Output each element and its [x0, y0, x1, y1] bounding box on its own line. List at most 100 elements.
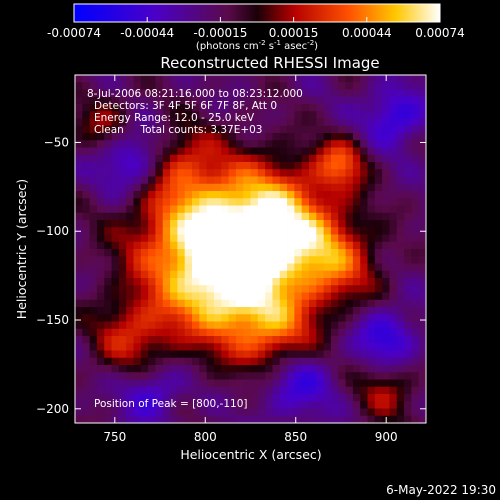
heatmap-cell — [89, 220, 98, 228]
heatmap-cell — [360, 140, 368, 148]
heatmap-cell — [192, 379, 200, 388]
heatmap-cell — [177, 285, 186, 293]
heatmap-cell — [221, 299, 229, 308]
heatmap-cell — [316, 176, 325, 185]
heatmap-cell — [250, 343, 259, 351]
heatmap-cell — [89, 372, 98, 380]
heatmap-cell — [213, 285, 222, 293]
heatmap-cell — [155, 256, 164, 264]
heatmap-cell — [396, 220, 405, 228]
heatmap-cell — [389, 89, 398, 98]
heatmap-cell — [184, 125, 193, 134]
heatmap-cell — [250, 336, 259, 344]
heatmap-cell — [330, 212, 339, 221]
heatmap-cell — [118, 96, 127, 105]
heatmap-cell — [133, 118, 142, 127]
heatmap-cell — [221, 118, 229, 127]
heatmap-cell — [235, 394, 244, 402]
footer-timestamp: 6-May-2022 19:30 — [386, 483, 496, 497]
heatmap-cell — [162, 118, 171, 127]
heatmap-cell — [177, 321, 186, 330]
heatmap-cell — [265, 256, 273, 264]
heatmap-cell — [309, 278, 317, 286]
heatmap-cell — [162, 89, 171, 98]
heatmap-cell — [75, 191, 83, 199]
heatmap-cell — [330, 256, 339, 264]
heatmap-cell — [411, 89, 420, 98]
heatmap-cell — [316, 328, 325, 337]
heatmap-cell — [162, 299, 171, 308]
heatmap-cell — [257, 118, 266, 127]
heatmap-cell — [148, 307, 156, 315]
heatmap-cell — [126, 140, 134, 148]
heatmap-cell — [323, 270, 332, 279]
heatmap-cell — [396, 350, 405, 359]
heatmap-cell — [235, 118, 244, 127]
heatmap-cell — [221, 212, 229, 221]
heatmap-cell — [235, 183, 244, 192]
heatmap-cell — [133, 212, 142, 221]
heatmap-cell — [345, 299, 354, 308]
heatmap-cell — [257, 357, 266, 366]
heatmap-cell — [301, 249, 310, 257]
heatmap-cell — [287, 169, 295, 177]
heatmap-cell — [192, 241, 200, 250]
heatmap-cell — [345, 82, 354, 90]
heatmap-cell — [228, 270, 237, 279]
heatmap-cell — [235, 365, 244, 373]
heatmap-cell — [133, 205, 142, 214]
heatmap-cell — [89, 183, 98, 192]
heatmap-cell — [279, 357, 288, 366]
heatmap-cell — [228, 263, 237, 272]
heatmap-cell — [221, 372, 229, 380]
heatmap-cell — [82, 241, 91, 250]
heatmap-cell — [338, 147, 346, 156]
heatmap-cell — [228, 299, 237, 308]
heatmap-cell — [199, 154, 208, 163]
heatmap-cell — [133, 176, 142, 185]
heatmap-cell — [301, 350, 310, 359]
heatmap-cell — [199, 350, 208, 359]
heatmap-cell — [250, 285, 259, 293]
heatmap-cell — [75, 372, 83, 380]
heatmap-cell — [75, 220, 83, 228]
heatmap-cell — [411, 278, 420, 286]
heatmap-cell — [265, 234, 273, 243]
heatmap-cell — [104, 263, 112, 272]
heatmap-cell — [235, 336, 244, 344]
heatmap-cell — [243, 241, 251, 250]
heatmap-cell — [360, 278, 368, 286]
heatmap-cell — [213, 270, 222, 279]
heatmap-cell — [272, 278, 281, 286]
heatmap-cell — [170, 104, 178, 112]
heatmap-cell — [133, 278, 142, 286]
heatmap-cell — [133, 249, 142, 257]
heatmap-cell — [82, 111, 91, 119]
heatmap-cell — [89, 140, 98, 148]
heatmap-cell — [301, 96, 310, 105]
heatmap-cell — [352, 220, 361, 228]
heatmap-cell — [279, 321, 288, 330]
heatmap-cell — [338, 140, 346, 148]
heatmap-cell — [192, 314, 200, 322]
heatmap-cell — [272, 256, 281, 264]
heatmap-cell — [206, 270, 215, 279]
heatmap-cell — [243, 118, 251, 127]
heatmap-cell — [162, 227, 171, 235]
heatmap-cell — [404, 220, 412, 228]
heatmap-cell — [389, 133, 398, 141]
heatmap-cell — [177, 408, 186, 417]
heatmap-cell — [155, 205, 164, 214]
heatmap-cell — [279, 263, 288, 272]
heatmap-cell — [89, 212, 98, 221]
heatmap-cell — [389, 191, 398, 199]
heatmap-cell — [140, 321, 149, 330]
heatmap-cell — [301, 191, 310, 199]
heatmap-cell — [382, 285, 390, 293]
heatmap-cell — [389, 212, 398, 221]
heatmap-cell — [279, 212, 288, 221]
heatmap-cell — [301, 241, 310, 250]
heatmap-cell — [265, 307, 273, 315]
heatmap-cell — [411, 234, 420, 243]
heatmap-cell — [374, 104, 383, 112]
